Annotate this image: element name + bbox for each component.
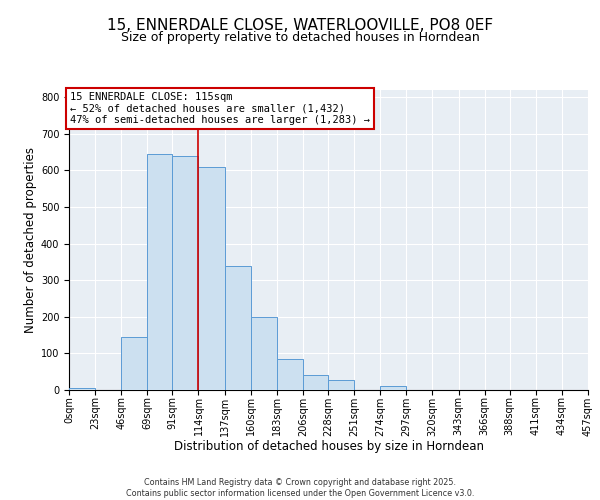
Text: 15, ENNERDALE CLOSE, WATERLOOVILLE, PO8 0EF: 15, ENNERDALE CLOSE, WATERLOOVILLE, PO8 … (107, 18, 493, 32)
Bar (121, 337, 148, 390)
Bar (199, 167, 224, 390)
Bar (148, 154, 172, 390)
Y-axis label: Number of detached properties: Number of detached properties (23, 147, 37, 333)
Bar (277, 359, 303, 390)
Bar (172, 156, 199, 390)
X-axis label: Distribution of detached houses by size in Horndean: Distribution of detached houses by size … (173, 440, 484, 453)
Bar (303, 374, 328, 390)
Bar (224, 266, 251, 390)
Bar (380, 386, 406, 390)
Text: Size of property relative to detached houses in Horndean: Size of property relative to detached ho… (121, 31, 479, 44)
Text: Contains HM Land Registry data © Crown copyright and database right 2025.
Contai: Contains HM Land Registry data © Crown c… (126, 478, 474, 498)
Bar (328, 380, 354, 390)
Bar (251, 317, 277, 390)
Bar (69, 388, 95, 390)
Text: 15 ENNERDALE CLOSE: 115sqm
← 52% of detached houses are smaller (1,432)
47% of s: 15 ENNERDALE CLOSE: 115sqm ← 52% of deta… (70, 92, 370, 125)
